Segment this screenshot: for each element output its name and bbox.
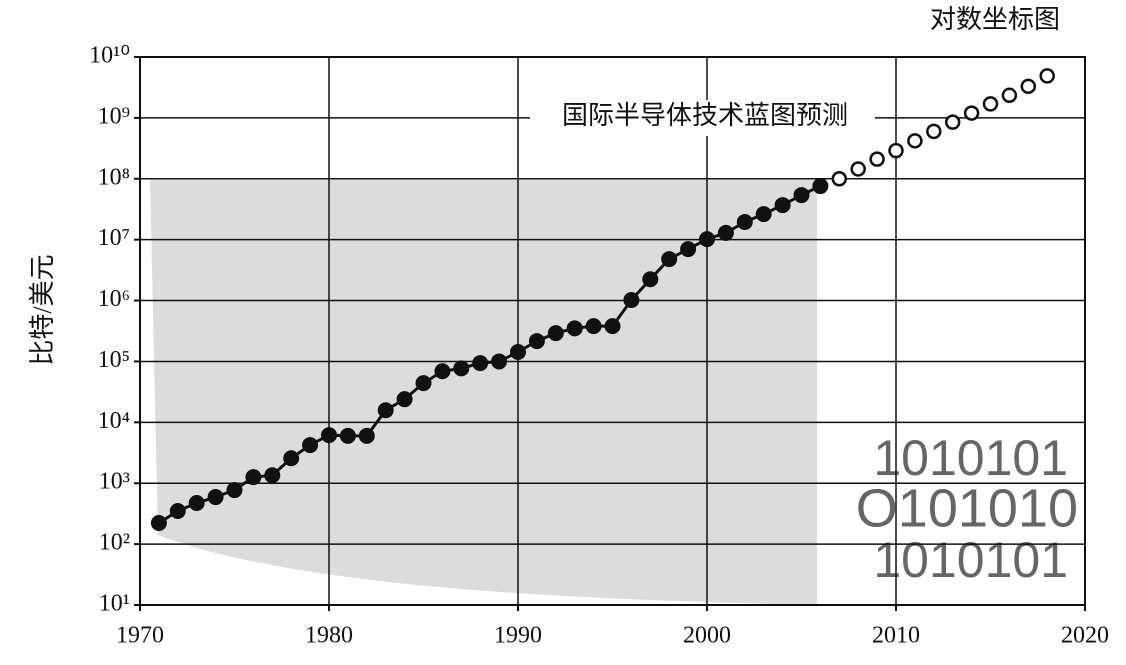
data-point (736, 214, 753, 231)
data-point (907, 133, 923, 149)
data-point (302, 437, 319, 454)
data-point (377, 402, 394, 419)
y-tick-label: 10¹ (99, 591, 130, 617)
y-axis-label: 比特/美元 (28, 254, 57, 365)
data-point (850, 161, 866, 177)
data-point (207, 489, 224, 506)
x-tick-label: 1970 (116, 623, 164, 649)
y-tick-label: 10⁵ (98, 347, 130, 373)
data-point (245, 469, 262, 486)
data-point (566, 320, 583, 337)
data-point (963, 105, 980, 121)
x-tick-label: 1980 (305, 623, 353, 649)
data-point (283, 450, 300, 467)
data-point (793, 187, 810, 204)
data-point (264, 467, 281, 484)
x-tick-label: 2010 (872, 623, 920, 649)
data-point (623, 292, 640, 309)
y-tick-label: 10² (99, 530, 130, 556)
data-point (434, 363, 451, 380)
data-point (472, 355, 489, 372)
data-point (547, 325, 564, 342)
shaded-area (150, 180, 817, 605)
x-tick-label: 2020 (1061, 623, 1109, 649)
data-point (869, 151, 885, 167)
data-point (188, 495, 205, 512)
data-point (510, 343, 526, 360)
data-point (1001, 87, 1018, 104)
data-point (1039, 68, 1055, 84)
data-point (982, 96, 999, 112)
data-point (717, 224, 734, 241)
y-tick-label: 10⁸ (98, 164, 130, 190)
y-tick-label: 10⁶ (98, 286, 130, 312)
x-tick-label: 2000 (683, 623, 731, 649)
data-point (812, 178, 829, 195)
x-tick-label: 1990 (494, 623, 542, 649)
data-point (396, 391, 413, 408)
decoration: 1010101 (873, 532, 1068, 588)
y-tick-label: 10¹⁰ (89, 43, 130, 69)
data-point (339, 427, 356, 444)
y-tick-label: 10⁷ (98, 225, 130, 251)
data-point (150, 515, 167, 532)
data-point (642, 271, 659, 288)
decoration: O101010 (856, 478, 1078, 538)
data-point (585, 318, 602, 335)
data-point (888, 142, 904, 159)
decoration: 1010101 (873, 430, 1068, 486)
y-tick-label: 10⁹ (98, 103, 130, 129)
data-point (755, 206, 772, 223)
data-point (453, 360, 470, 377)
data-point (661, 251, 678, 268)
data-point (604, 318, 621, 335)
data-point (169, 502, 186, 519)
data-point (1020, 78, 1037, 95)
data-point (831, 171, 848, 187)
annotation: 国际半导体技术蓝图预测 (562, 101, 848, 130)
data-point (226, 482, 243, 499)
data-point (321, 427, 337, 444)
chart-title: 对数坐标图 (930, 5, 1060, 34)
y-tick-label: 10³ (99, 469, 130, 495)
y-tick-label: 10⁴ (98, 408, 130, 434)
data-point (358, 427, 375, 444)
data-point (680, 241, 697, 258)
data-point (944, 114, 961, 130)
data-point (415, 375, 432, 392)
data-point (491, 353, 508, 370)
data-point (926, 123, 942, 140)
data-point (528, 333, 545, 350)
annotation-bg (530, 100, 875, 136)
data-point (774, 197, 791, 214)
data-point (699, 231, 715, 248)
